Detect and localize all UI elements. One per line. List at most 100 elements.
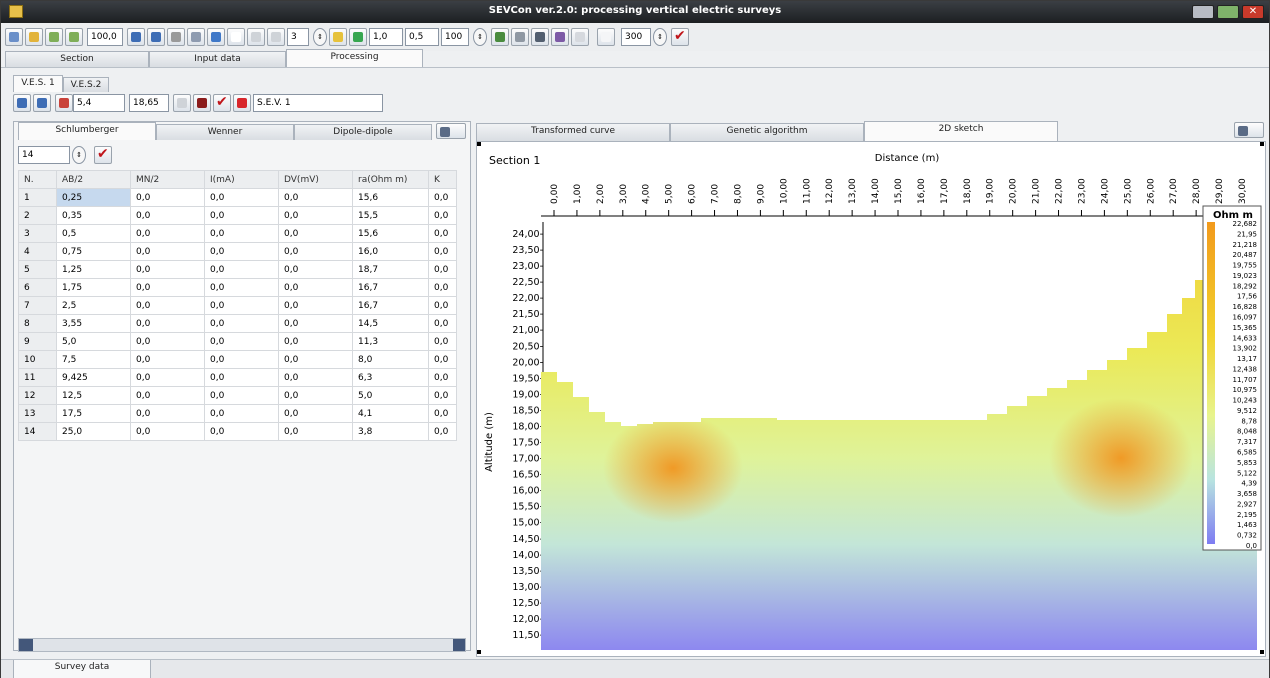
grid-icon[interactable] bbox=[531, 28, 549, 46]
table-row[interactable]: 3 0,5 0,0 0,0 0,0 15,6 0,0 bbox=[18, 224, 457, 243]
table-cell[interactable]: 2,5 bbox=[56, 296, 131, 315]
table-cell[interactable]: 0,0 bbox=[204, 242, 279, 261]
layers-input[interactable]: 3 bbox=[287, 28, 309, 46]
table-cell[interactable]: 4 bbox=[18, 242, 57, 261]
tab-scroll-arrows[interactable] bbox=[1234, 122, 1264, 138]
table-cell[interactable]: 5,0 bbox=[352, 386, 429, 405]
table-cell[interactable]: 0,0 bbox=[204, 404, 279, 423]
tab-dipole-dipole[interactable]: Dipole-dipole bbox=[294, 124, 432, 140]
table-cell[interactable]: 0,0 bbox=[278, 350, 353, 369]
merge-icon[interactable] bbox=[147, 28, 165, 46]
table-cell[interactable]: 0,0 bbox=[428, 206, 457, 225]
tab-wenner[interactable]: Wenner bbox=[156, 124, 294, 140]
table-cell[interactable]: 0,0 bbox=[278, 404, 353, 423]
table-cell[interactable]: 0,0 bbox=[428, 296, 457, 315]
table-cell[interactable]: 16,7 bbox=[352, 296, 429, 315]
table-cell[interactable]: 7 bbox=[18, 296, 57, 315]
table-cell[interactable]: 0,0 bbox=[204, 332, 279, 351]
tab-section[interactable]: Section bbox=[5, 51, 149, 67]
table-cell[interactable]: 25,0 bbox=[56, 422, 131, 441]
table-cell[interactable]: 0,0 bbox=[278, 242, 353, 261]
table-cell[interactable]: 0,0 bbox=[130, 260, 205, 279]
table-cell[interactable]: 0,0 bbox=[130, 332, 205, 351]
table-cell[interactable]: 0,0 bbox=[428, 314, 457, 333]
table-cell[interactable]: 0,0 bbox=[204, 314, 279, 333]
table-cell[interactable]: 4,1 bbox=[352, 404, 429, 423]
table-cell[interactable]: 0,0 bbox=[130, 188, 205, 207]
home-icon[interactable] bbox=[5, 28, 23, 46]
confirm-check-icon[interactable] bbox=[213, 94, 231, 112]
table-row[interactable]: 6 1,75 0,0 0,0 0,0 16,7 0,0 bbox=[18, 278, 457, 297]
table-row[interactable]: 13 17,5 0,0 0,0 0,0 4,1 0,0 bbox=[18, 404, 457, 423]
column-header[interactable]: I(mA) bbox=[204, 170, 279, 189]
table-cell[interactable]: 12,5 bbox=[56, 386, 131, 405]
table-row[interactable]: 9 5,0 0,0 0,0 0,0 11,3 0,0 bbox=[18, 332, 457, 351]
value1-input[interactable]: 1,0 bbox=[369, 28, 403, 46]
tab-genetic-algorithm[interactable]: Genetic algorithm bbox=[670, 123, 864, 141]
apply-check-icon[interactable] bbox=[671, 28, 689, 46]
export-icon[interactable] bbox=[45, 28, 63, 46]
table-cell[interactable]: 6,3 bbox=[352, 368, 429, 387]
table-cell[interactable]: 5 bbox=[18, 260, 57, 279]
table-cell[interactable]: 14,5 bbox=[352, 314, 429, 333]
column-header[interactable]: K bbox=[428, 170, 457, 189]
table-row[interactable]: 12 12,5 0,0 0,0 0,0 5,0 0,0 bbox=[18, 386, 457, 405]
table-cell[interactable]: 5,0 bbox=[56, 332, 131, 351]
table-cell[interactable]: 0,0 bbox=[130, 314, 205, 333]
table-cell[interactable]: 0,0 bbox=[204, 206, 279, 225]
table-row[interactable]: 4 0,75 0,0 0,0 0,0 16,0 0,0 bbox=[18, 242, 457, 261]
table-cell[interactable]: 0,0 bbox=[204, 260, 279, 279]
scroll-right-icon[interactable] bbox=[453, 639, 465, 651]
table-cell[interactable]: 0,0 bbox=[130, 350, 205, 369]
table-cell[interactable]: 0,0 bbox=[130, 422, 205, 441]
table-cell[interactable]: 8,0 bbox=[352, 350, 429, 369]
chart-icon[interactable] bbox=[551, 28, 569, 46]
ves-x-input[interactable]: 5,4 bbox=[73, 94, 125, 112]
table-row[interactable]: 2 0,35 0,0 0,0 0,0 15,5 0,0 bbox=[18, 206, 457, 225]
table-cell[interactable]: 2 bbox=[18, 206, 57, 225]
row-count-apply-icon[interactable] bbox=[94, 146, 112, 164]
table-cell[interactable]: 0,0 bbox=[278, 422, 353, 441]
table-cell[interactable]: 0,0 bbox=[130, 404, 205, 423]
column-header[interactable]: ra(Ohm m) bbox=[352, 170, 429, 189]
table-cell[interactable]: 0,0 bbox=[278, 296, 353, 315]
column-header[interactable]: DV(mV) bbox=[278, 170, 353, 189]
split-icon[interactable] bbox=[13, 94, 31, 112]
table-cell[interactable]: 0,0 bbox=[130, 296, 205, 315]
table-cell[interactable]: 0,0 bbox=[204, 224, 279, 243]
table-cell[interactable]: 0,0 bbox=[428, 368, 457, 387]
table-cell[interactable]: 0,0 bbox=[428, 332, 457, 351]
table-cell[interactable]: 14 bbox=[18, 422, 57, 441]
tab-input-data[interactable]: Input data bbox=[149, 51, 286, 67]
table-cell[interactable]: 15,6 bbox=[352, 224, 429, 243]
table-cell[interactable]: 0,0 bbox=[278, 386, 353, 405]
table-cell[interactable]: 0,0 bbox=[278, 260, 353, 279]
add-point-icon[interactable] bbox=[167, 28, 185, 46]
row-count-input[interactable]: 14 bbox=[18, 146, 70, 164]
print-icon[interactable] bbox=[511, 28, 529, 46]
table-row[interactable]: 1 0,25 0,0 0,0 0,0 15,6 0,0 bbox=[18, 188, 457, 207]
table-cell[interactable]: 0,25 bbox=[56, 188, 131, 207]
tab-schlumberger[interactable]: Schlumberger bbox=[18, 122, 156, 140]
tab-survey-data[interactable]: Survey data bbox=[13, 660, 151, 678]
table-cell[interactable]: 11 bbox=[18, 368, 57, 387]
tab-processing[interactable]: Processing bbox=[286, 49, 423, 67]
tab-scroll-arrows[interactable] bbox=[436, 123, 466, 139]
layers-spinner[interactable]: ⇕ bbox=[313, 28, 327, 46]
table-cell[interactable]: 15,5 bbox=[352, 206, 429, 225]
zoom-input[interactable]: 100,0 bbox=[87, 28, 123, 46]
table-row[interactable]: 14 25,0 0,0 0,0 0,0 3,8 0,0 bbox=[18, 422, 457, 441]
column-header[interactable]: MN/2 bbox=[130, 170, 205, 189]
table-cell[interactable]: 0,0 bbox=[130, 224, 205, 243]
row-count-spinner[interactable]: ⇕ bbox=[72, 146, 86, 164]
table-cell[interactable]: 0,0 bbox=[428, 386, 457, 405]
table-cell[interactable]: 9,425 bbox=[56, 368, 131, 387]
table-cell[interactable]: 17,5 bbox=[56, 404, 131, 423]
value4-input[interactable]: 300 bbox=[621, 28, 651, 46]
table-cell[interactable]: 0,75 bbox=[56, 242, 131, 261]
table-cell[interactable]: 0,0 bbox=[204, 296, 279, 315]
page-icon[interactable] bbox=[597, 28, 615, 46]
import-icon[interactable] bbox=[65, 28, 83, 46]
table-row[interactable]: 8 3,55 0,0 0,0 0,0 14,5 0,0 bbox=[18, 314, 457, 333]
ves-y-input[interactable]: 18,65 bbox=[129, 94, 169, 112]
